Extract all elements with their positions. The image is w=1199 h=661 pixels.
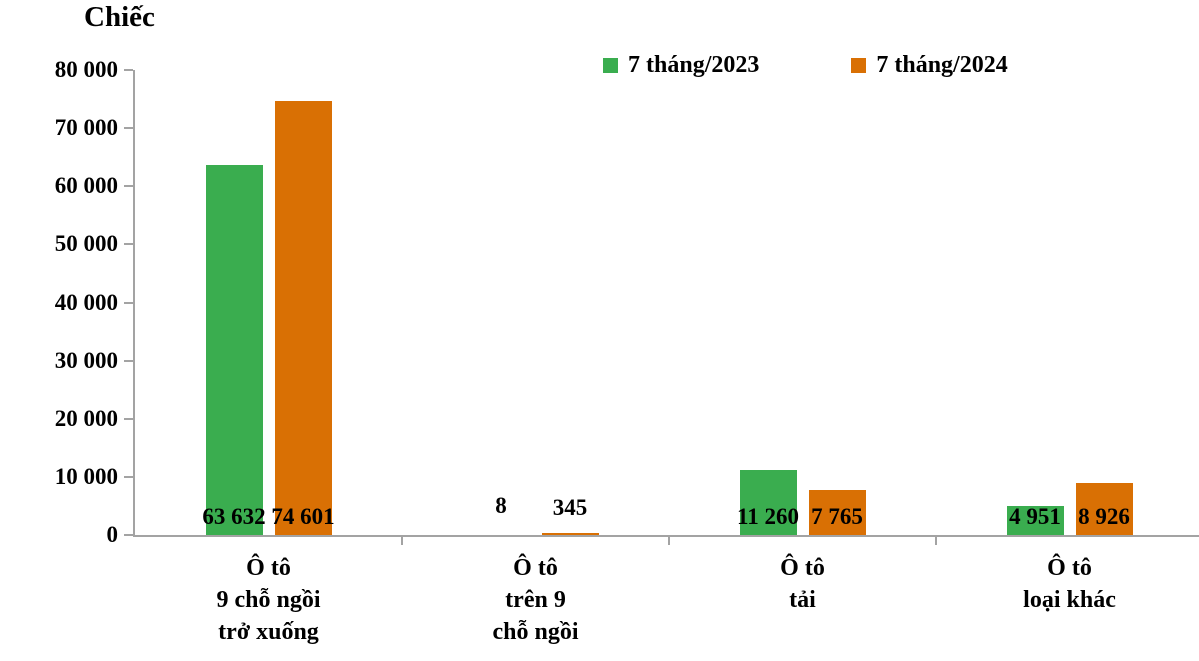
legend-swatch-icon <box>851 58 867 73</box>
y-axis-unit-label: Chiếc <box>84 1 155 33</box>
bar-value-label: 345 <box>552 495 588 521</box>
y-axis-tick-label: 40 000 <box>54 289 118 315</box>
legend-swatch-icon <box>603 58 618 73</box>
category-group: 11 260 7 765 <box>669 70 936 535</box>
y-tick-mark-icon <box>124 69 133 71</box>
bar: 345 <box>541 495 599 535</box>
y-tick-mark-icon <box>124 243 133 246</box>
x-axis-tick-mark <box>668 537 670 545</box>
bar: 63 632 <box>202 165 266 535</box>
bar: 4 951 <box>1006 504 1064 535</box>
legend: 7 tháng/2023 7 tháng/2024 <box>603 52 1008 79</box>
bar: 74 601 <box>271 101 335 535</box>
y-tick-mark-icon <box>124 534 133 536</box>
y-axis-tick-label: 30 000 <box>54 347 118 373</box>
y-axis-tick-label: 60 000 <box>54 173 118 199</box>
y-axis-tick-label: 10 000 <box>54 463 118 489</box>
bar-value-label: 4 951 <box>1009 504 1061 529</box>
bar-value-label: 8 926 <box>1078 504 1130 529</box>
category-label: Ô tô loại khác <box>1023 555 1116 613</box>
category-label: Ô tô 9 chỗ ngồi trở xuống <box>216 555 321 645</box>
legend-label: 7 tháng/2023 <box>628 52 760 78</box>
y-tick-mark-icon <box>124 127 133 130</box>
legend-label: 7 tháng/2024 <box>876 52 1008 78</box>
y-tick-mark-icon <box>124 301 133 304</box>
category-label: Ô tô tải <box>780 555 825 613</box>
bar-value-label: 63 632 <box>202 504 266 529</box>
y-tick-mark-icon <box>124 417 133 420</box>
bar: 7 765 <box>808 489 866 535</box>
y-tick-mark-icon <box>124 185 133 188</box>
x-axis-tick-mark <box>935 537 937 545</box>
x-axis-line <box>133 535 1199 537</box>
category-group: 4 951 8 926 <box>936 70 1199 535</box>
plot-area: 0 10 000 20 000 30 000 40 000 50 000 60 000 70 … <box>55 57 1199 645</box>
x-axis-tick-mark <box>401 537 403 545</box>
legend-item: 7 tháng/2023 <box>603 52 759 79</box>
y-tick-mark-icon <box>124 475 133 478</box>
bar: 8 926 <box>1075 483 1133 535</box>
bar-value-label: 74 601 <box>271 504 335 529</box>
y-axis-tick-label: 70 000 <box>54 115 118 141</box>
legend-item: 7 tháng/2024 <box>851 52 1008 79</box>
y-axis-tick-label: 0 <box>106 522 119 547</box>
y-tick-mark-icon <box>124 359 133 362</box>
category-group: 8 345 <box>402 70 669 535</box>
y-axis-tick-label: 80 000 <box>54 57 118 82</box>
bar-value-label: 11 260 <box>737 504 799 529</box>
y-axis-tick-label: 20 000 <box>54 405 118 431</box>
y-axis-tick-label: 50 000 <box>54 231 118 257</box>
bar-value-label: 7 765 <box>811 504 863 529</box>
category-label: Ô tô trên 9 chỗ ngồi <box>492 555 579 645</box>
bar-value-label: 8 <box>495 493 507 519</box>
y-axis-line <box>133 70 135 537</box>
category-group: 63 632 74 601 <box>135 70 402 535</box>
bar: 11 260 <box>737 469 799 535</box>
